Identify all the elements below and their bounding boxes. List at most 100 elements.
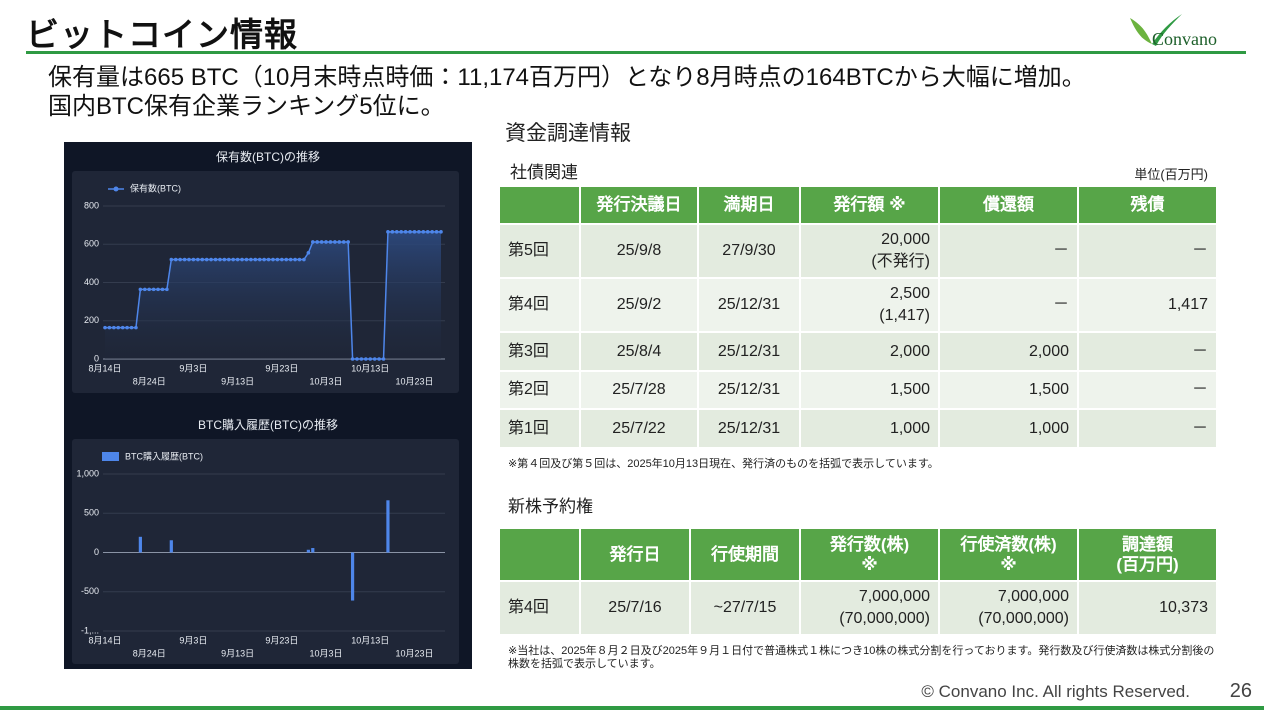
table-cell: 25/12/31 (699, 333, 799, 370)
legend-dot (113, 186, 119, 192)
point (399, 230, 404, 234)
point (257, 257, 262, 262)
point (125, 325, 129, 330)
summary-line: 保有量は665 BTC（10月末時点時価：11,174百万円）となり8月時点の1… (48, 64, 1086, 91)
point (249, 257, 253, 262)
table-cell: 1,500 (801, 372, 938, 408)
x-tick-label: 9月13日 (221, 376, 254, 386)
title-rule (26, 51, 1246, 54)
x-tick-label: 9月3日 (179, 635, 207, 645)
table-cell: ~27/7/15 (691, 582, 799, 634)
logo: Convano (1130, 14, 1217, 49)
table-cell: 25/8/4 (581, 333, 697, 370)
copyright: © Convano Inc. All rights Reserved. (921, 682, 1190, 701)
point (341, 240, 346, 244)
point (182, 257, 187, 262)
x-tick-label: 8月24日 (133, 648, 166, 658)
point (235, 257, 240, 262)
y-tick-label: 1,000 (76, 468, 99, 478)
point (178, 257, 182, 262)
table-cell: － (1079, 333, 1216, 370)
point (231, 257, 236, 262)
point (240, 257, 244, 262)
table-cell: 25/7/22 (581, 410, 697, 447)
point (284, 257, 289, 262)
row-label: 第2回 (500, 372, 579, 408)
table-cell: 25/7/28 (581, 372, 697, 408)
point (350, 357, 355, 361)
bar (311, 548, 315, 553)
table-cell: 27/9/30 (699, 225, 799, 277)
y-tick-label: 0 (94, 547, 99, 557)
point (262, 257, 266, 262)
y-tick-label: 800 (84, 200, 99, 210)
table-cell: － (1079, 225, 1216, 277)
point (417, 230, 421, 234)
point (324, 240, 328, 244)
table-row: 第1回 25/7/22 25/12/31 1,000 1,000 － (500, 410, 1216, 447)
header-cell: 償還額 (940, 187, 1077, 223)
x-tick-label: 8月14日 (88, 363, 121, 373)
table-cell: 7,000,000 (70,000,000) (801, 582, 938, 634)
point (439, 230, 443, 234)
point (319, 240, 324, 244)
table-row: 第2回 25/7/28 25/12/31 1,500 1,500 － (500, 372, 1216, 408)
point (200, 257, 205, 262)
x-tick-label: 10月13日 (351, 363, 389, 373)
point (103, 325, 107, 330)
x-tick-label: 9月23日 (265, 363, 298, 373)
point (368, 357, 373, 361)
table-head: 発行決議日 満期日 発行額 ※ 償還額 残債 (500, 187, 1216, 223)
x-tick-label: 9月3日 (179, 363, 207, 373)
point (204, 257, 209, 262)
point (425, 230, 430, 234)
header-row: 発行日 行使期間 発行数(株) ※ 行使済数(株) ※ 調達額 (百万円) (500, 529, 1216, 580)
chart-panel (72, 439, 459, 664)
point (421, 230, 426, 234)
table-row: 第4回 25/7/16 ~27/7/15 7,000,000 (70,000,000)… (500, 582, 1216, 634)
table-body: 第5回 25/9/8 27/9/30 20,000 (不発行) －－第4回 25/9/2 2… (500, 225, 1216, 447)
row-label: 第4回 (500, 279, 579, 331)
point (306, 251, 311, 255)
point (226, 257, 231, 262)
header-cell: 発行額 ※ (801, 187, 938, 223)
point (191, 257, 196, 262)
point (156, 287, 160, 292)
table-cell: 25/12/31 (699, 410, 799, 447)
y-tick-label: 200 (84, 315, 99, 325)
header-cell: 発行数(株) ※ (801, 529, 938, 580)
x-tick-label: 10月13日 (351, 635, 389, 645)
summary-line: 国内BTC保有企業ランキング5位に。 (48, 93, 445, 120)
point (169, 257, 174, 262)
chart-area: 保有数(BTC)の推移 0 200 400 600 800 8月14日 8月24日 9月3日 9月… (64, 142, 472, 669)
table-cell: 25/9/2 (581, 279, 697, 331)
bond-table: 発行決議日 満期日 発行額 ※ 償還額 残債 第5回 25/9/8 27/9/30 20,000… (498, 185, 1218, 449)
y-tick-label: 600 (84, 239, 99, 249)
bar (386, 500, 390, 553)
point (165, 287, 169, 292)
legend-swatch (102, 452, 119, 461)
row-label: 第3回 (500, 333, 579, 370)
table-cell: 2,500 (1,417) (801, 279, 938, 331)
point (280, 257, 284, 262)
point (271, 257, 275, 262)
point (209, 257, 213, 262)
table-note: ※第４回及び第５回は、2025年10月13日現在、発行済のものを括弧で表示してい… (508, 458, 939, 470)
subsection-title: 新株予約権 (508, 497, 593, 516)
point (142, 287, 147, 292)
bottom-rule (0, 706, 1264, 710)
point (412, 230, 417, 234)
x-tick-label: 10月3日 (310, 376, 343, 386)
table-row: 第3回 25/8/4 25/12/31 2,000 2,000 － (500, 333, 1216, 370)
table-cell: 25/12/31 (699, 372, 799, 408)
header-cell (500, 529, 579, 580)
slide-title: ビットコイン情報 (26, 16, 298, 53)
point (147, 287, 152, 292)
point (196, 257, 200, 262)
header-cell: 発行日 (581, 529, 689, 580)
bar (169, 540, 173, 553)
point (129, 325, 134, 330)
table-cell: － (1079, 410, 1216, 447)
y-tick-label: 500 (84, 508, 99, 518)
